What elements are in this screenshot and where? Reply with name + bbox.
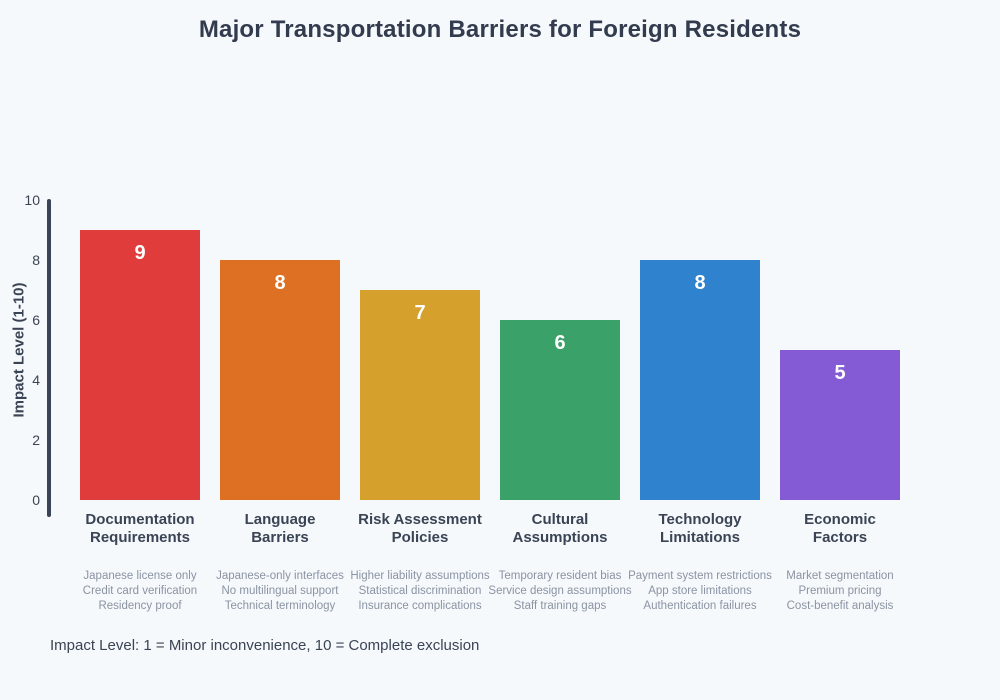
category-label: Technology Limitations	[658, 511, 742, 546]
category-details: Market segmentation Premium pricing Cost…	[786, 570, 894, 612]
bar: 8	[220, 260, 340, 500]
y-tick-label: 0	[32, 492, 40, 508]
bar: 6	[500, 320, 620, 500]
bar-value-label: 6	[554, 332, 566, 354]
category-label: Economic Factors	[804, 511, 876, 546]
bar-value-label: 5	[834, 362, 846, 384]
bar-value-label: 7	[414, 302, 426, 324]
category-label: Cultural Assumptions	[512, 511, 608, 546]
bar: 5	[780, 350, 900, 500]
y-tick-label: 10	[24, 192, 40, 208]
category-details: Payment system restrictions App store li…	[628, 570, 772, 612]
footnote: Impact Level: 1 = Minor inconvenience, 1…	[50, 637, 480, 654]
category-label: Language Barriers	[244, 511, 316, 546]
category-details: Higher liability assumptions Statistical…	[350, 570, 490, 612]
y-axis-line	[47, 199, 51, 517]
bar-value-label: 8	[274, 272, 286, 294]
category-details: Temporary resident bias Service design a…	[488, 570, 632, 612]
bar-value-label: 9	[134, 242, 146, 264]
y-axis-title: Impact Level (1-10)	[10, 282, 28, 418]
category-label: Risk Assessment Policies	[358, 511, 482, 546]
bar-value-label: 8	[694, 272, 706, 294]
chart-title: Major Transportation Barriers for Foreig…	[198, 16, 802, 43]
y-tick-label: 4	[32, 372, 40, 388]
y-tick-label: 8	[32, 252, 40, 268]
category-details: Japanese license only Credit card verifi…	[82, 570, 198, 612]
category-label: Documentation Requirements	[85, 511, 195, 546]
y-tick-label: 2	[32, 432, 40, 448]
bar: 7	[360, 290, 480, 500]
bar: 9	[80, 230, 200, 500]
bar: 8	[640, 260, 760, 500]
y-tick-label: 6	[32, 312, 40, 328]
category-details: Japanese-only interfaces No multilingual…	[216, 570, 344, 612]
